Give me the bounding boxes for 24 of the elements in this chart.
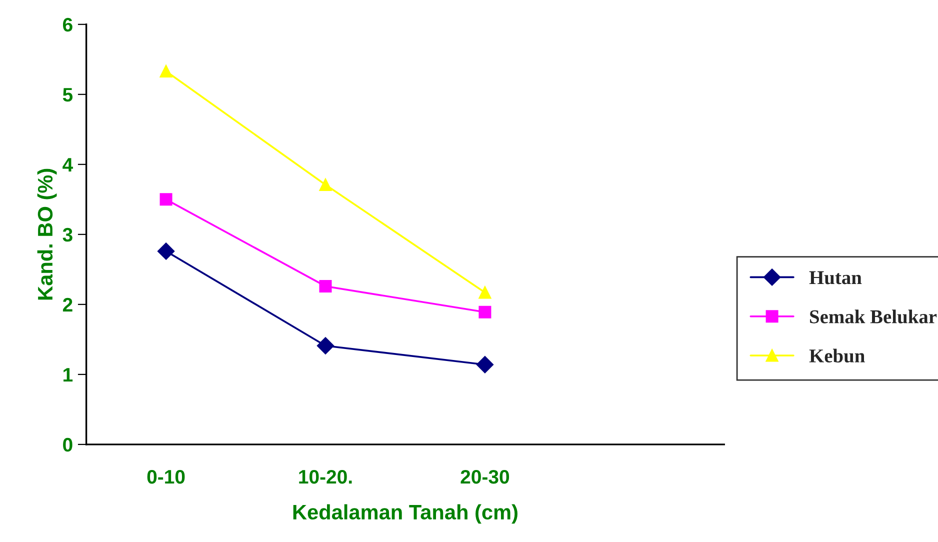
y-tick-label: 4	[62, 158, 73, 172]
legend-label: Kebun	[809, 348, 865, 363]
legend-label: Semak Belukar	[810, 310, 937, 324]
point	[319, 280, 332, 292]
point	[316, 337, 334, 354]
legend-label: Hutan	[809, 271, 862, 284]
x-tick-label: 0-10	[147, 470, 185, 484]
y-tick-label: 5	[62, 88, 73, 102]
y-tick-label: 6	[63, 18, 72, 32]
y-tick-label: 1	[64, 368, 73, 382]
point	[157, 242, 175, 260]
point	[160, 193, 172, 206]
y-tick-label: 2	[62, 298, 72, 312]
point	[160, 65, 172, 78]
point	[476, 356, 494, 374]
point	[319, 178, 332, 191]
point	[478, 286, 492, 299]
y-axis-title: Kand. BO (%)	[37, 168, 57, 300]
y-tick-label: 3	[62, 228, 72, 242]
y-tick-label: 0	[63, 438, 72, 452]
x-axis-title: Kedalaman Tanah (cm)	[293, 504, 518, 524]
x-tick-label: 20-30	[460, 470, 510, 484]
x-tick-label: 10-20.	[299, 470, 352, 484]
point	[478, 306, 492, 318]
